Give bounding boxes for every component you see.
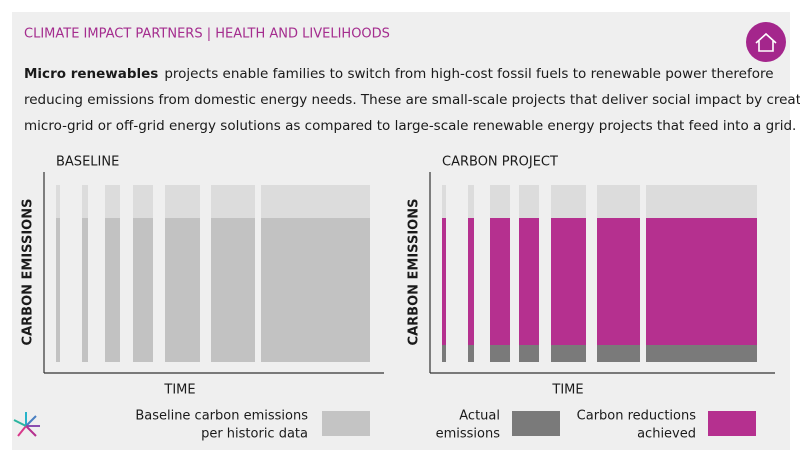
intro-line: reducing emissions from domestic energy … [24, 92, 800, 108]
intro-line: Micro renewables projects enable families… [24, 66, 774, 82]
bar-top [646, 185, 757, 218]
y-axis-label: CARBON EMISSIONS [407, 199, 422, 346]
bar-reduction [442, 218, 446, 345]
bar-reduction [597, 218, 640, 345]
bar-actual [490, 345, 510, 362]
y-axis-label: CARBON EMISSIONS [21, 199, 36, 346]
legend-swatch [512, 411, 560, 436]
bar-baseline [165, 218, 200, 362]
bar-top [597, 185, 640, 218]
bar-baseline [261, 218, 370, 362]
bar-reduction [468, 218, 474, 345]
legend-swatch [708, 411, 756, 436]
home-icon-bg[interactable] [746, 22, 786, 62]
home-icon [755, 32, 777, 52]
bar-baseline [82, 218, 88, 362]
panel-title: BASELINE [56, 155, 119, 170]
bar-top [82, 185, 88, 218]
bar-baseline [211, 218, 255, 362]
bar-top [519, 185, 539, 218]
bar-top [56, 185, 60, 218]
bar-top [133, 185, 153, 218]
bar-top [165, 185, 200, 218]
bar-reduction [519, 218, 539, 345]
bar-baseline [56, 218, 60, 362]
logo [13, 412, 40, 437]
bar-actual [551, 345, 586, 362]
bar-top [105, 185, 120, 218]
x-axis-label: TIME [551, 383, 583, 398]
bar-actual [468, 345, 474, 362]
bar-top [490, 185, 510, 218]
bar-reduction [551, 218, 586, 345]
bar-top [261, 185, 370, 218]
legend-label: Actual [459, 409, 500, 424]
bar-top [551, 185, 586, 218]
legend-label: achieved [637, 427, 696, 442]
legend-swatch [322, 411, 370, 436]
bar-actual [442, 345, 446, 362]
bar-reduction [646, 218, 757, 345]
bar-reduction [490, 218, 510, 345]
bar-actual [597, 345, 640, 362]
bar-actual [519, 345, 539, 362]
bar-top [442, 185, 446, 218]
x-axis-label: TIME [163, 383, 195, 398]
header-title: CLIMATE IMPACT PARTNERS | HEALTH AND LIV… [24, 27, 390, 42]
legend-label: Carbon reductions [577, 409, 697, 424]
intro-text: projects enable families to switch from … [164, 66, 773, 82]
intro-bold: Micro renewables [24, 66, 158, 82]
legend-label: emissions [436, 427, 501, 442]
legend-label: per historic data [201, 427, 308, 442]
bar-baseline [105, 218, 120, 362]
panel-title: CARBON PROJECT [442, 155, 558, 170]
bar-top [211, 185, 255, 218]
bar-actual [646, 345, 757, 362]
legend-label: Baseline carbon emissions [135, 409, 308, 424]
bar-top [468, 185, 474, 218]
bar-baseline [133, 218, 153, 362]
intro-line: micro-grid or off-grid energy solutions … [24, 118, 796, 134]
